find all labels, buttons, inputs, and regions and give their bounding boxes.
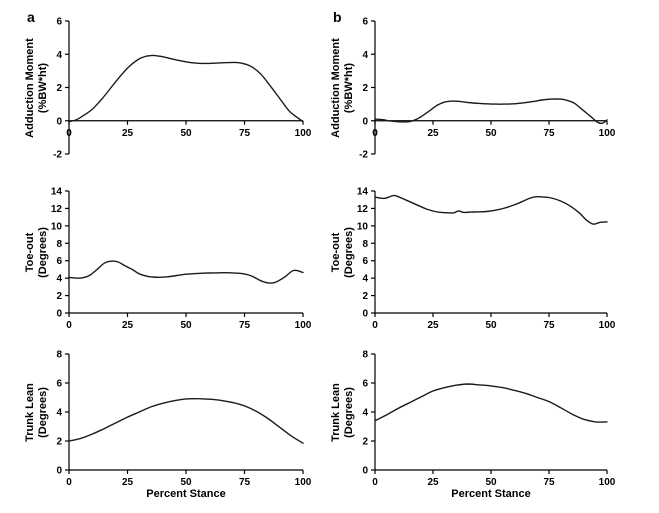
svg-text:0: 0: [66, 477, 72, 488]
svg-text:0: 0: [372, 320, 378, 331]
svg-text:25: 25: [427, 320, 439, 331]
svg-text:4: 4: [362, 408, 368, 419]
svg-text:100: 100: [599, 128, 616, 139]
svg-text:0: 0: [56, 116, 62, 127]
y-axis-label-line1: Toe-out: [330, 232, 342, 273]
chart-trunk-lean-a: 0 2 4 6 8 0 25 50 75 100: [56, 350, 312, 489]
svg-text:14: 14: [357, 187, 369, 198]
panel-label-b: b: [333, 9, 342, 25]
y-axis-label-line1: Toe-out: [24, 232, 36, 273]
svg-text:100: 100: [599, 320, 616, 331]
svg-text:0: 0: [372, 477, 378, 488]
svg-text:4: 4: [56, 50, 62, 61]
svg-text:4: 4: [56, 408, 62, 419]
svg-text:75: 75: [239, 320, 251, 331]
y-axis-label-a1: Adduction Moment (%BW*ht): [24, 21, 52, 155]
svg-text:75: 75: [239, 477, 251, 488]
y-axis-label-b3: Trunk Lean (Degrees): [330, 354, 358, 471]
svg-text:6: 6: [362, 256, 368, 267]
svg-text:4: 4: [362, 274, 368, 285]
svg-text:25: 25: [427, 128, 439, 139]
y-axis-label-line2: (Degrees): [343, 227, 355, 278]
svg-text:12: 12: [357, 204, 369, 215]
svg-text:2: 2: [362, 437, 368, 448]
chart-adduction-moment-a: -2 0 2 4 6 0 25 50 75 100: [53, 17, 312, 161]
svg-text:6: 6: [56, 256, 62, 267]
svg-text:-2: -2: [53, 150, 62, 161]
x-axis-label-a: Percent Stance: [146, 488, 226, 500]
svg-text:0: 0: [372, 128, 378, 139]
svg-text:100: 100: [295, 320, 312, 331]
svg-text:0: 0: [56, 466, 62, 477]
svg-text:0: 0: [362, 116, 368, 127]
svg-text:75: 75: [543, 320, 555, 331]
svg-text:6: 6: [56, 379, 62, 390]
y-axis-label-line2: (Degrees): [37, 387, 49, 438]
svg-text:8: 8: [56, 350, 62, 361]
svg-text:10: 10: [357, 221, 369, 232]
svg-text:75: 75: [239, 128, 251, 139]
svg-text:0: 0: [66, 128, 72, 139]
svg-text:2: 2: [56, 437, 62, 448]
svg-text:10: 10: [51, 221, 63, 232]
svg-text:75: 75: [543, 128, 555, 139]
svg-text:50: 50: [180, 128, 192, 139]
svg-text:12: 12: [51, 204, 63, 215]
svg-text:14: 14: [51, 187, 63, 198]
y-axis-label-b2: Toe-out (Degrees): [330, 191, 358, 314]
svg-text:50: 50: [485, 320, 497, 331]
panel-label-a: a: [27, 9, 35, 25]
svg-text:6: 6: [362, 17, 368, 28]
svg-text:-2: -2: [359, 150, 368, 161]
y-axis-label-line2: (%BW*ht): [343, 62, 355, 114]
svg-text:100: 100: [599, 477, 616, 488]
y-axis-label-line1: Adduction Moment: [330, 38, 342, 138]
svg-text:6: 6: [362, 379, 368, 390]
chart-toe-out-a: 0 2 4 6 8 10 12 14 0 25 50 75 100: [51, 187, 312, 332]
y-axis-label-line1: Adduction Moment: [24, 38, 36, 138]
y-axis-label-line2: (%BW*ht): [37, 62, 49, 114]
svg-text:2: 2: [56, 83, 62, 94]
svg-text:50: 50: [180, 477, 192, 488]
svg-text:4: 4: [56, 274, 62, 285]
svg-text:100: 100: [295, 477, 312, 488]
svg-text:2: 2: [362, 83, 368, 94]
y-axis-label-a2: Toe-out (Degrees): [24, 191, 52, 314]
y-axis-label-a3: Trunk Lean (Degrees): [24, 354, 52, 471]
svg-text:50: 50: [180, 320, 192, 331]
y-axis-label-line2: (Degrees): [343, 387, 355, 438]
y-axis-label-line1: Trunk Lean: [330, 383, 342, 442]
chart-trunk-lean-b: 0 2 4 6 8 0 25 50 75 100: [362, 350, 616, 489]
svg-text:50: 50: [485, 128, 497, 139]
svg-text:0: 0: [66, 320, 72, 331]
svg-text:0: 0: [362, 309, 368, 320]
svg-text:75: 75: [543, 477, 555, 488]
chart-toe-out-b: 0 2 4 6 8 10 12 14 0 25 50 75 100: [357, 187, 616, 332]
svg-text:6: 6: [56, 17, 62, 28]
x-axis-label-b: Percent Stance: [451, 488, 531, 500]
svg-text:25: 25: [122, 477, 134, 488]
y-axis-label-b1: Adduction Moment (%BW*ht): [330, 21, 358, 155]
svg-text:50: 50: [485, 477, 497, 488]
y-axis-label-line2: (Degrees): [37, 227, 49, 278]
svg-text:25: 25: [122, 320, 134, 331]
svg-text:0: 0: [56, 309, 62, 320]
svg-text:25: 25: [122, 128, 134, 139]
svg-text:8: 8: [56, 239, 62, 250]
svg-text:100: 100: [295, 128, 312, 139]
svg-text:8: 8: [362, 239, 368, 250]
svg-text:4: 4: [362, 50, 368, 61]
svg-text:25: 25: [427, 477, 439, 488]
svg-text:2: 2: [56, 291, 62, 302]
svg-text:0: 0: [362, 466, 368, 477]
svg-text:8: 8: [362, 350, 368, 361]
svg-text:2: 2: [362, 291, 368, 302]
chart-adduction-moment-b: -2 0 2 4 6 0 25 50 75 100: [359, 17, 616, 161]
y-axis-label-line1: Trunk Lean: [24, 383, 36, 442]
